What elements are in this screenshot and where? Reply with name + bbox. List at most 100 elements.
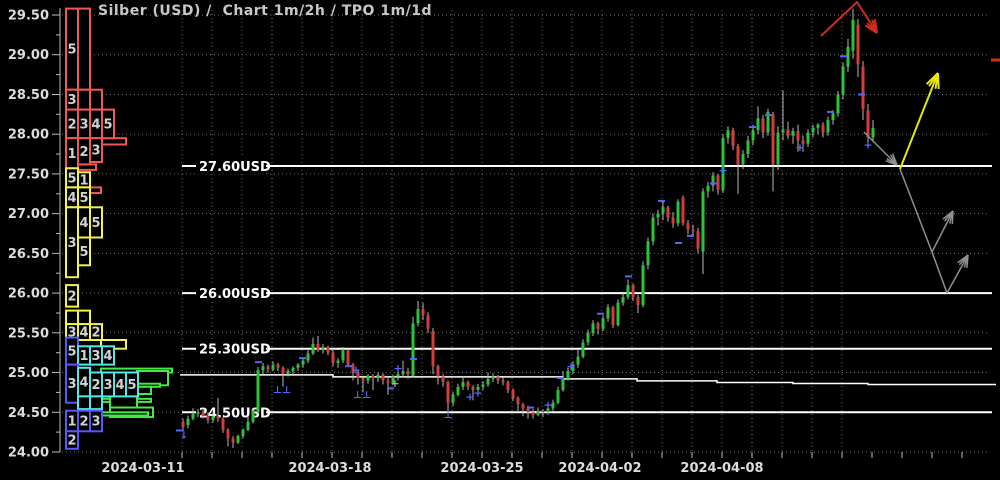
candle <box>741 154 745 165</box>
candle <box>636 297 640 305</box>
candle <box>691 229 695 232</box>
candle <box>471 386 475 390</box>
tpo-cell-label: 3 <box>91 144 100 159</box>
candle <box>631 285 635 298</box>
x-axis-label: 2024-04-08 <box>680 461 763 476</box>
candle <box>871 127 875 138</box>
yellow-projection-arrow <box>899 72 940 170</box>
candle <box>181 421 185 427</box>
candle <box>726 130 730 139</box>
candle <box>436 366 440 377</box>
marker-tack-double: ⊥⊥ <box>273 385 291 396</box>
candle <box>866 110 870 138</box>
marker-dash <box>827 110 834 113</box>
candle <box>231 438 235 443</box>
candle <box>381 374 385 381</box>
price-level-label: 24.50USD <box>199 406 271 421</box>
tpo-cell-label: 5 <box>67 171 76 186</box>
tpo-cell <box>89 88 103 111</box>
candle <box>696 231 700 249</box>
candle <box>766 111 770 133</box>
candle <box>861 66 865 109</box>
candle <box>251 410 255 422</box>
candle <box>676 201 680 224</box>
candle <box>331 352 335 363</box>
candle <box>246 421 250 430</box>
candle <box>626 285 630 298</box>
tpo-cell-label: 1 <box>67 415 76 430</box>
tpo-cell-label: 5 <box>67 43 76 58</box>
y-axis-label: 29.50 <box>8 9 49 24</box>
y-axis-label: 25.50 <box>8 326 49 341</box>
candle <box>651 217 655 242</box>
tpo-cell <box>77 7 91 91</box>
y-axis-label: 27.00 <box>8 207 49 222</box>
candle <box>371 375 375 379</box>
tpo-cell-label: 1 <box>79 349 88 364</box>
candle <box>396 374 400 377</box>
tpo-cell-label: 3 <box>91 349 100 364</box>
tpo-cell-label: 3 <box>67 326 76 341</box>
marker-dash <box>255 361 262 364</box>
marker-plus: + <box>473 386 482 399</box>
candle <box>336 360 340 363</box>
candle <box>391 376 395 383</box>
candle <box>551 402 555 409</box>
tpo-cell <box>77 88 91 111</box>
price-level-label: 25.30USD <box>199 343 271 358</box>
candle <box>521 404 525 409</box>
marker-plus: + <box>863 139 872 152</box>
marker-plus: + <box>351 363 360 376</box>
candle <box>821 124 825 133</box>
candle <box>736 146 740 165</box>
candle <box>516 398 520 405</box>
candle <box>286 371 290 375</box>
candle <box>796 131 800 141</box>
candle <box>591 323 595 333</box>
candle <box>256 370 260 413</box>
candle <box>261 366 265 371</box>
candle <box>291 367 295 371</box>
tpo-cell-label: 3 <box>91 415 100 430</box>
candle <box>771 114 775 165</box>
tpo-cell <box>101 345 115 366</box>
marker-dash <box>625 275 632 278</box>
tpo-cell <box>125 371 139 398</box>
tpo-cell-label: 5 <box>103 117 112 132</box>
tpo-cell-label: 4 <box>103 349 112 364</box>
signal-markers: ↓⊥⊥+⊥⊥++⊥++++++ + <box>176 55 873 442</box>
y-axis-label: 26.00 <box>8 287 49 302</box>
marker-dash <box>765 114 772 117</box>
chart-title: Silber (USD) / Chart 1m/2h / TPO 1m/1d <box>98 3 433 19</box>
tpo-cell-label: 4 <box>67 191 76 206</box>
gray-entry-arrow <box>863 131 898 166</box>
candle <box>361 378 365 381</box>
tpo-cell-label: 5 <box>79 191 88 206</box>
candle <box>751 130 755 141</box>
candle <box>571 364 575 371</box>
candle <box>276 364 280 368</box>
candle <box>206 416 210 421</box>
tpo-cell <box>89 323 103 342</box>
marker-plus: + <box>543 398 552 411</box>
y-axis-label: 24.50 <box>8 406 49 421</box>
y-axis: 29.50 29.00 28.50 28.00 27.50 27.00 26.50 26.00… <box>8 8 61 461</box>
tpo-cell <box>77 236 91 267</box>
candle <box>826 119 830 133</box>
candle <box>196 412 200 414</box>
marker-plus: + <box>465 390 474 403</box>
marker-dash <box>840 55 847 58</box>
candle <box>356 372 360 379</box>
x-axis-label: 2024-03-11 <box>101 461 184 476</box>
marker-dash <box>387 387 394 390</box>
candle <box>221 418 225 430</box>
candle <box>541 410 545 413</box>
candle <box>681 197 685 224</box>
candle <box>616 302 620 325</box>
candle <box>561 378 565 390</box>
marker-arrow-down: ↓ <box>180 431 188 442</box>
y-axis-label: 24.00 <box>8 446 49 461</box>
candle <box>211 416 215 421</box>
candle <box>501 380 505 383</box>
y-axis-label: 27.50 <box>8 167 49 182</box>
